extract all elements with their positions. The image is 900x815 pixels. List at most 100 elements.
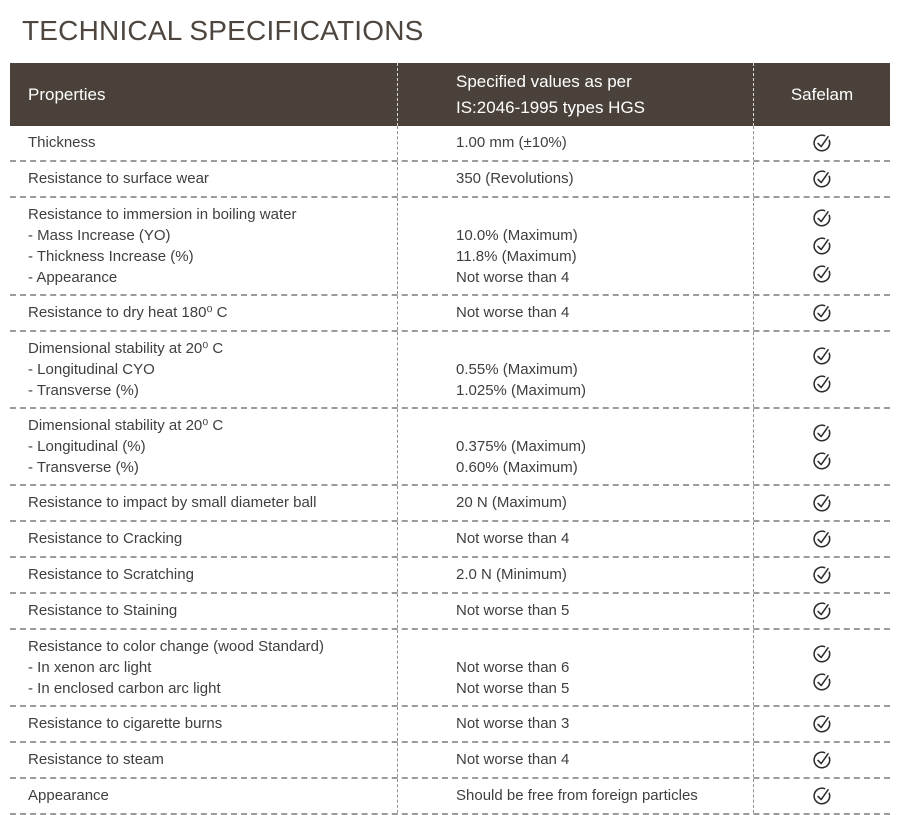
specified-value-text: 0.60% (Maximum) [456, 459, 578, 476]
column-header-label: Safelam [790, 84, 854, 104]
check-circle-icon [813, 304, 831, 322]
specified-value-cell: Not worse than 4 [397, 296, 753, 330]
property-label: Resistance to Staining [28, 602, 178, 619]
table-row: Appearance Should be free from foreign pa… [10, 779, 890, 815]
safelam-cell [753, 707, 890, 741]
specified-value-cell: 10.0% (Maximum) 11.8% (Maximum) Not worse … [397, 198, 753, 294]
table-row: Dimensional stability at 20⁰ C - Longitud… [10, 332, 890, 409]
check-circle-icon [813, 530, 831, 548]
specified-value-cell: 350 (Revolutions) [397, 162, 753, 196]
table-row: Resistance to cigarette burns Not worse t… [10, 707, 890, 743]
property-cell: Thickness [10, 126, 397, 160]
safelam-cell [753, 162, 890, 196]
property-label: Resistance to Cracking [28, 530, 183, 547]
safelam-cell [753, 630, 890, 705]
table-row: Resistance to impact by small diameter b… [10, 486, 890, 522]
check-circle-icon [813, 672, 831, 690]
property-label: Resistance to dry heat 180⁰ C [28, 304, 228, 321]
table-row: Thickness 1.00 mm (±10%) [10, 126, 890, 162]
property-label: Resistance to impact by small diameter b… [28, 494, 317, 511]
check-circle-icon [813, 170, 831, 188]
safelam-cell [753, 409, 890, 484]
specified-value-text: Not worse than 4 [456, 530, 570, 547]
property-subitem: - Longitudinal (%) [28, 438, 146, 455]
table-header: Properties Specified values as per IS:20… [10, 63, 890, 126]
property-cell: Appearance [10, 779, 397, 813]
property-label: Resistance to cigarette burns [28, 715, 223, 732]
check-circle-icon [813, 451, 831, 469]
safelam-cell [753, 558, 890, 592]
specified-value-text: 11.8% (Maximum) [456, 248, 577, 265]
specified-value-text: 20 N (Maximum) [456, 494, 567, 511]
property-subitem: - Transverse (%) [28, 382, 139, 399]
property-label: Appearance [28, 787, 109, 804]
property-label: Resistance to steam [28, 751, 164, 768]
column-header-safelam: Safelam [753, 63, 890, 126]
specified-value-cell: 2.0 N (Minimum) [397, 558, 753, 592]
property-cell: Resistance to steam [10, 743, 397, 777]
safelam-cell [753, 332, 890, 407]
specified-value-text: Not worse than 4 [456, 751, 570, 768]
table-row: Resistance to Cracking Not worse than 4 [10, 522, 890, 558]
column-header-line: Specified values as per [456, 71, 632, 91]
property-label: Dimensional stability at 20⁰ C [28, 417, 224, 434]
specified-value-text: 10.0% (Maximum) [456, 227, 578, 244]
table-row: Dimensional stability at 20⁰ C - Longitud… [10, 409, 890, 486]
check-circle-icon [813, 423, 831, 441]
property-label: Resistance to immersion in boiling water [28, 206, 297, 223]
specified-value-cell: Not worse than 6 Not worse than 5 [397, 630, 753, 705]
safelam-cell [753, 296, 890, 330]
specified-value-text: 350 (Revolutions) [456, 170, 574, 187]
table-row: Resistance to surface wear 350 (Revolutio… [10, 162, 890, 198]
specified-value-text: 1.025% (Maximum) [456, 382, 587, 399]
property-cell: Resistance to immersion in boiling water… [10, 198, 397, 294]
table-row: Resistance to Scratching 2.0 N (Minimum) [10, 558, 890, 594]
check-circle-icon [813, 209, 831, 227]
table-body: Thickness 1.00 mm (±10%) Resistance to sur… [10, 126, 890, 815]
specified-value-text: Not worse than 4 [456, 269, 570, 286]
specified-value-cell: 20 N (Maximum) [397, 486, 753, 520]
page-title: TECHNICAL SPECIFICATIONS [22, 15, 424, 46]
specified-value-text: 2.0 N (Minimum) [456, 566, 567, 583]
property-cell: Resistance to Staining [10, 594, 397, 628]
column-header-label: Properties [28, 84, 106, 104]
property-cell: Dimensional stability at 20⁰ C - Longitud… [10, 409, 397, 484]
safelam-cell [753, 522, 890, 556]
value-offset-spacer [456, 636, 753, 657]
property-cell: Resistance to color change (wood Standar… [10, 630, 397, 705]
property-subitem: - Mass Increase (YO) [28, 227, 171, 244]
specified-value-cell: 1.00 mm (±10%) [397, 126, 753, 160]
property-subitem: - Thickness Increase (%) [28, 248, 194, 265]
specified-value-cell: 0.55% (Maximum) 1.025% (Maximum) [397, 332, 753, 407]
specified-value-text: 0.375% (Maximum) [456, 438, 587, 455]
check-circle-icon [813, 602, 831, 620]
column-header-specified-values: Specified values as per IS:2046-1995 typ… [397, 63, 753, 126]
property-cell: Resistance to Cracking [10, 522, 397, 556]
check-circle-icon [813, 715, 831, 733]
specified-value-text: 0.55% (Maximum) [456, 361, 578, 378]
value-offset-spacer [456, 204, 753, 225]
specified-value-cell: 0.375% (Maximum) 0.60% (Maximum) [397, 409, 753, 484]
specified-value-cell: Not worse than 3 [397, 707, 753, 741]
spec-table: Properties Specified values as per IS:20… [10, 63, 890, 815]
safelam-cell [753, 198, 890, 294]
property-label: Thickness [28, 134, 96, 151]
specified-value-text: Not worse than 6 [456, 659, 570, 676]
table-row: Resistance to color change (wood Standar… [10, 630, 890, 707]
check-circle-icon [813, 237, 831, 255]
check-circle-icon [813, 644, 831, 662]
property-subitem: - Appearance [28, 269, 118, 286]
specified-value-text: Not worse than 5 [456, 602, 570, 619]
specified-value-text: Should be free from foreign particles [456, 787, 698, 804]
specified-value-cell: Not worse than 4 [397, 743, 753, 777]
check-circle-icon [813, 346, 831, 364]
specified-value-cell: Not worse than 5 [397, 594, 753, 628]
property-subitem: - Transverse (%) [28, 459, 139, 476]
check-circle-icon [813, 751, 831, 769]
property-cell: Resistance to impact by small diameter b… [10, 486, 397, 520]
table-row: Resistance to Staining Not worse than 5 [10, 594, 890, 630]
check-circle-icon [813, 265, 831, 283]
table-row: Resistance to immersion in boiling water… [10, 198, 890, 296]
safelam-cell [753, 779, 890, 813]
specified-value-text: Not worse than 4 [456, 304, 570, 321]
